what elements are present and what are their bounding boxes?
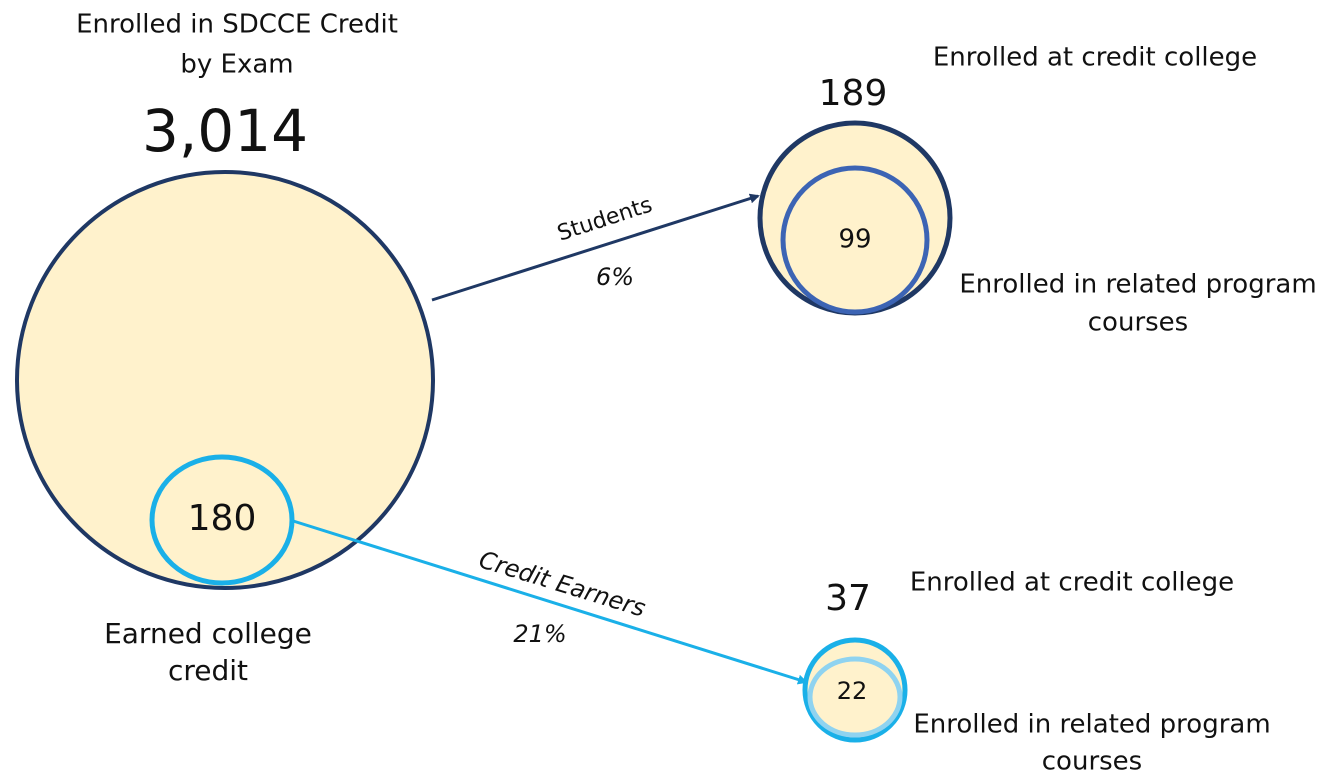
subset-label: Earned college	[104, 617, 312, 650]
source-circle	[15, 170, 435, 590]
inner-count: 22	[837, 677, 868, 705]
arrow	[289, 518, 808, 685]
inner-label: courses	[1088, 308, 1188, 338]
subset-label: credit	[168, 654, 248, 687]
target-label: Enrolled at credit college	[910, 568, 1234, 598]
target-count: 189	[819, 73, 888, 114]
flow-label: Students	[554, 192, 655, 246]
flow-label: Credit Earners	[476, 545, 649, 622]
target-label: Enrolled at credit college	[933, 43, 1257, 73]
source-title: Enrolled in SDCCE Credit	[76, 10, 398, 40]
source-title: by Exam	[180, 50, 293, 80]
inner-label: Enrolled in related program	[913, 710, 1270, 740]
inner-label: courses	[1042, 747, 1142, 774]
inner-count: 99	[838, 225, 871, 255]
flow-percent: 21%	[513, 620, 566, 648]
target-count: 37	[825, 578, 871, 619]
flow-percent: 6%	[596, 263, 634, 291]
subset-count: 180	[188, 498, 257, 539]
inner-circle	[807, 656, 903, 738]
source-count: 3,014	[142, 97, 308, 165]
inner-circle	[780, 165, 930, 315]
inner-label: Enrolled in related program	[959, 270, 1316, 300]
arrow	[431, 193, 760, 302]
